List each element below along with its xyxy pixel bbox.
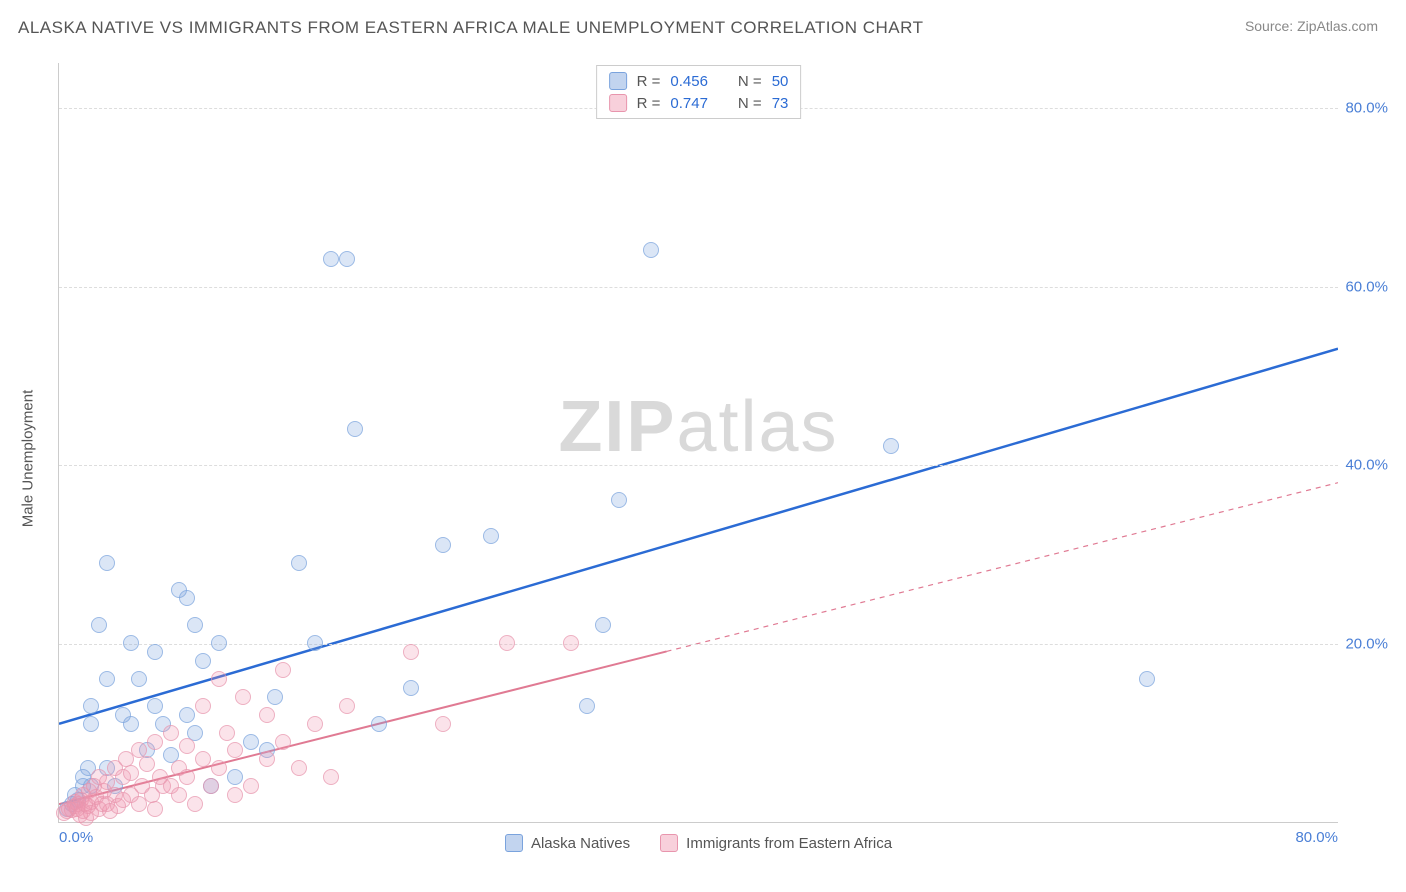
data-point-series-0	[123, 635, 139, 651]
data-point-series-0	[211, 635, 227, 651]
data-point-series-0	[643, 242, 659, 258]
legend-item-series-1: Immigrants from Eastern Africa	[660, 834, 892, 852]
data-point-series-0	[227, 769, 243, 785]
data-point-series-1	[147, 801, 163, 817]
data-point-series-0	[435, 537, 451, 553]
legend-row-series-0: R = 0.456 N = 50	[609, 70, 789, 92]
data-point-series-1	[339, 698, 355, 714]
data-point-series-0	[187, 617, 203, 633]
y-tick: 40.0%	[1345, 457, 1388, 474]
data-point-series-0	[195, 653, 211, 669]
swatch-series-1	[660, 834, 678, 852]
series-legend: Alaska Natives Immigrants from Eastern A…	[59, 834, 1338, 852]
plot-area: ZIPatlas R = 0.456 N = 50 R = 0.747 N = …	[58, 63, 1338, 823]
data-point-series-0	[339, 251, 355, 267]
data-point-series-0	[267, 689, 283, 705]
data-point-series-1	[435, 716, 451, 732]
watermark: ZIPatlas	[558, 386, 838, 468]
data-point-series-0	[307, 635, 323, 651]
y-tick: 60.0%	[1345, 278, 1388, 295]
data-point-series-0	[99, 555, 115, 571]
data-point-series-1	[499, 635, 515, 651]
gridline-h	[59, 465, 1338, 466]
swatch-series-0	[609, 72, 627, 90]
data-point-series-1	[275, 734, 291, 750]
data-point-series-1	[147, 734, 163, 750]
data-point-series-0	[595, 617, 611, 633]
data-point-series-1	[163, 725, 179, 741]
data-point-series-1	[307, 716, 323, 732]
regression-lines	[59, 63, 1338, 822]
data-point-series-0	[179, 707, 195, 723]
data-point-series-1	[179, 769, 195, 785]
gridline-h	[59, 287, 1338, 288]
data-point-series-1	[171, 787, 187, 803]
swatch-series-0	[505, 834, 523, 852]
data-point-series-1	[403, 644, 419, 660]
data-point-series-0	[347, 421, 363, 437]
x-tick-min: 0.0%	[59, 829, 93, 846]
y-axis-label: Male Unemployment	[20, 390, 37, 528]
data-point-series-1	[275, 662, 291, 678]
data-point-series-0	[99, 671, 115, 687]
data-point-series-1	[139, 756, 155, 772]
data-point-series-1	[227, 742, 243, 758]
data-point-series-0	[123, 716, 139, 732]
chart-title: ALASKA NATIVE VS IMMIGRANTS FROM EASTERN…	[18, 18, 924, 38]
data-point-series-0	[243, 734, 259, 750]
data-point-series-1	[259, 707, 275, 723]
data-point-series-1	[291, 760, 307, 776]
data-point-series-1	[323, 769, 339, 785]
gridline-h	[59, 644, 1338, 645]
data-point-series-0	[371, 716, 387, 732]
data-point-series-0	[147, 644, 163, 660]
data-point-series-1	[179, 738, 195, 754]
data-point-series-0	[291, 555, 307, 571]
data-point-series-1	[563, 635, 579, 651]
data-point-series-0	[179, 590, 195, 606]
data-point-series-0	[483, 528, 499, 544]
data-point-series-0	[883, 438, 899, 454]
data-point-series-1	[203, 778, 219, 794]
data-point-series-1	[211, 671, 227, 687]
data-point-series-1	[123, 765, 139, 781]
data-point-series-0	[83, 698, 99, 714]
source-attribution: Source: ZipAtlas.com	[1245, 18, 1378, 34]
swatch-series-1	[609, 94, 627, 112]
correlation-legend: R = 0.456 N = 50 R = 0.747 N = 73	[596, 65, 802, 119]
data-point-series-1	[195, 698, 211, 714]
x-tick-max: 80.0%	[1295, 829, 1338, 846]
data-point-series-0	[83, 716, 99, 732]
data-point-series-1	[187, 796, 203, 812]
data-point-series-0	[147, 698, 163, 714]
data-point-series-1	[211, 760, 227, 776]
y-tick: 20.0%	[1345, 636, 1388, 653]
data-point-series-0	[131, 671, 147, 687]
data-point-series-1	[259, 751, 275, 767]
data-point-series-0	[323, 251, 339, 267]
data-point-series-1	[219, 725, 235, 741]
data-point-series-0	[1139, 671, 1155, 687]
data-point-series-0	[579, 698, 595, 714]
data-point-series-0	[611, 492, 627, 508]
chart-area: Male Unemployment ZIPatlas R = 0.456 N =…	[50, 55, 1380, 845]
data-point-series-0	[91, 617, 107, 633]
data-point-series-0	[403, 680, 419, 696]
data-point-series-1	[243, 778, 259, 794]
legend-row-series-1: R = 0.747 N = 73	[609, 92, 789, 114]
y-tick: 80.0%	[1345, 99, 1388, 116]
legend-item-series-0: Alaska Natives	[505, 834, 630, 852]
data-point-series-1	[235, 689, 251, 705]
data-point-series-1	[195, 751, 211, 767]
data-point-series-1	[227, 787, 243, 803]
